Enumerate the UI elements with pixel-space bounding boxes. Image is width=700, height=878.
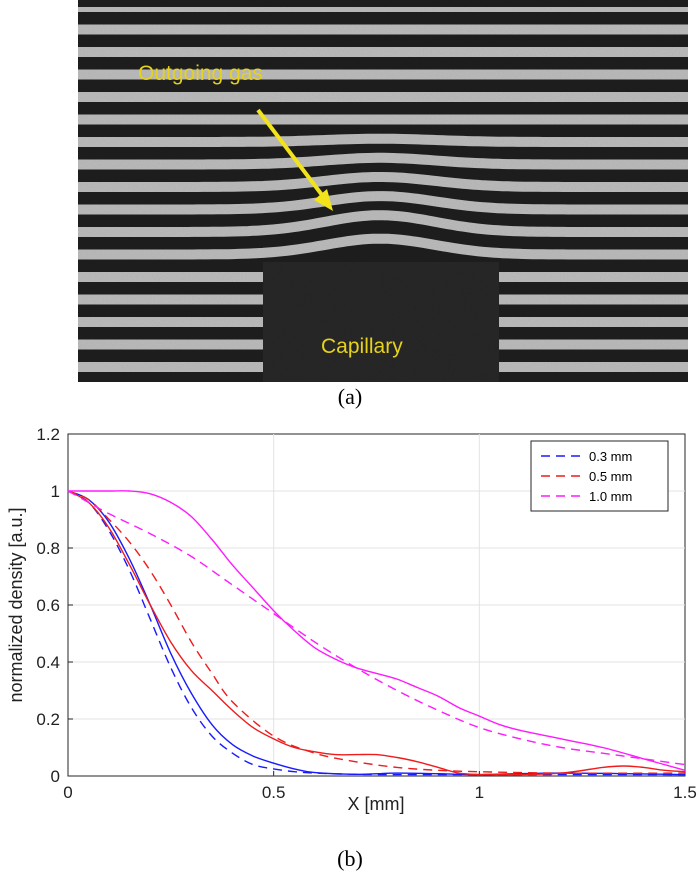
fringe-line	[78, 172, 688, 192]
outgoing-gas-label: Outgoing gas	[138, 62, 263, 85]
y-tick-label: 1.2	[36, 425, 60, 444]
series-line-solid	[68, 490, 686, 771]
y-tick-label: 0.6	[36, 596, 60, 615]
legend-box	[530, 440, 669, 512]
fringe-line	[78, 152, 688, 170]
gas-arrow-shaft	[256, 108, 330, 205]
x-tick-label: 0	[63, 783, 72, 802]
legend-label: 1.0 mm	[589, 489, 632, 504]
y-tick-label: 0.4	[36, 653, 60, 672]
legend-label: 0.3 mm	[589, 449, 632, 464]
series-line-dashed	[67, 490, 686, 774]
capillary-label: Capillary	[321, 335, 403, 358]
legend: 0.3 mm 0.5 mm 1.0 mm	[530, 440, 669, 512]
x-axis-label: X [mm]	[348, 794, 405, 814]
y-axis-label: normalized density [a.u.]	[6, 507, 26, 702]
x-tick-label: 0.5	[262, 783, 286, 802]
y-tick-label: 0.2	[36, 710, 60, 729]
x-tick-label: 1	[475, 783, 484, 802]
y-tick-label: 1	[51, 482, 60, 501]
fringe-line	[78, 133, 688, 147]
y-tick-label: 0.8	[36, 539, 60, 558]
x-tick-label: 1.5	[673, 783, 697, 802]
fringe-line	[78, 233, 688, 260]
series-line-solid	[67, 490, 686, 776]
legend-label: 0.5 mm	[589, 469, 632, 484]
series-line-solid	[67, 490, 686, 776]
capillary-block	[263, 262, 499, 382]
gas-arrow-head	[314, 189, 333, 211]
curves	[67, 490, 686, 776]
fringe-line	[78, 191, 688, 215]
y-tick-label: 0	[51, 767, 60, 786]
caption-b: (b)	[337, 846, 363, 871]
y-ticks: 0 0.2 0.4 0.6 0.8 1 1.2	[36, 425, 73, 786]
caption-a: (a)	[337, 384, 363, 409]
fringe-line	[78, 210, 688, 237]
density-chart: 0 0.5 1 1.5 0 0.2 0.4 0.6 0.8 1 1.2 X [mm] normal…	[6, 425, 697, 814]
interferogram-image: Outgoing gas Capillary	[78, 0, 688, 382]
